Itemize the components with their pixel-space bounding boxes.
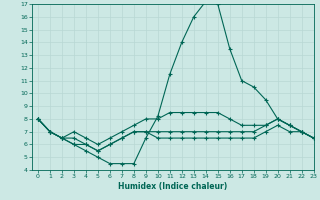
X-axis label: Humidex (Indice chaleur): Humidex (Indice chaleur)	[118, 182, 228, 191]
